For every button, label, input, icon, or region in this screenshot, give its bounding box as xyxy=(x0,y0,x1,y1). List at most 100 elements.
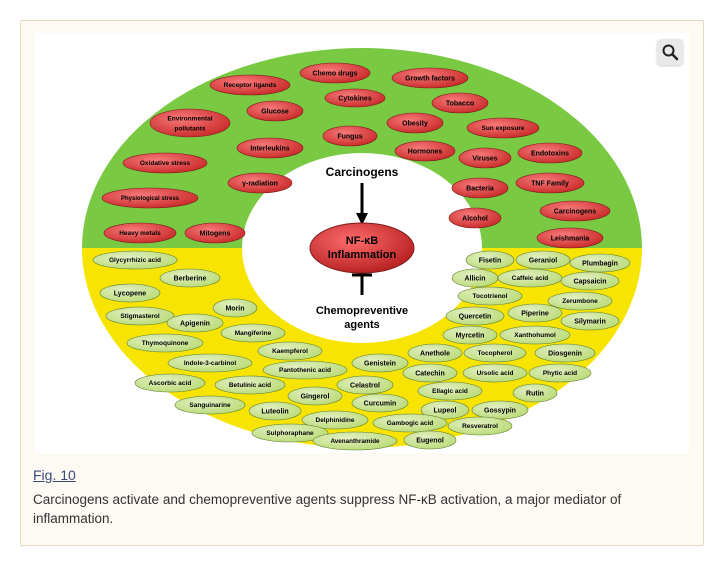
search-icon xyxy=(661,43,679,61)
chemopreventive-eugenol: Eugenol xyxy=(404,431,456,449)
svg-text:Oxidative stress: Oxidative stress xyxy=(140,160,191,167)
chemopreventive-curcumin: Curcumin xyxy=(352,394,408,412)
svg-text:Tocotrienol: Tocotrienol xyxy=(473,293,508,300)
svg-text:Interleukins: Interleukins xyxy=(250,145,289,152)
carcinogen-leishmania: Leishmania xyxy=(537,228,603,248)
svg-text:Ellagic acid: Ellagic acid xyxy=(432,388,468,395)
svg-text:Tobacco: Tobacco xyxy=(446,100,474,107)
carcinogen-heavy-metals: Heavy metals xyxy=(104,223,176,243)
chemopreventive-quercetin: Quercetin xyxy=(446,307,504,325)
chemopreventive-silymarin: Silymarin xyxy=(561,312,619,330)
svg-text:Cytokines: Cytokines xyxy=(338,95,372,102)
svg-text:Fungus: Fungus xyxy=(337,133,362,140)
svg-text:TNF Family: TNF Family xyxy=(531,180,569,187)
figure-link[interactable]: Fig. 10 xyxy=(33,467,76,483)
svg-text:Hormones: Hormones xyxy=(408,148,443,155)
core-line2: Inflammation xyxy=(328,249,397,261)
svg-text:Glucose: Glucose xyxy=(261,108,289,115)
chemopreventive-capsaicin: Capsaicin xyxy=(561,272,619,290)
carcinogens-label: Carcinogens xyxy=(326,165,399,179)
chemopreventive-xanthohumol: Xanthohumol xyxy=(500,326,570,344)
svg-text:Myrcetin: Myrcetin xyxy=(456,332,485,339)
chemopreventive-mangiferine: Mangiferine xyxy=(221,324,285,342)
svg-text:Caffeic acid: Caffeic acid xyxy=(512,275,549,282)
svg-text:Environmental: Environmental xyxy=(167,116,212,123)
chemopreventive-catechin: Catechin xyxy=(403,364,457,382)
carcinogen-viruses: Viruses xyxy=(459,148,511,168)
core-line1: NF-κB xyxy=(346,235,378,247)
svg-text:Carcinogens: Carcinogens xyxy=(554,208,597,215)
chemopreventive-kaempferol: Kaempferol xyxy=(258,342,322,360)
chemopreventive-myrcetin: Myrcetin xyxy=(443,326,497,344)
svg-text:Morin: Morin xyxy=(225,305,244,312)
svg-text:Delphinidine: Delphinidine xyxy=(316,417,355,424)
svg-text:Sulphoraphane: Sulphoraphane xyxy=(266,430,314,437)
carcinogen-tnf-family: TNF Family xyxy=(516,173,584,193)
carcinogen-mitogens: Mitogens xyxy=(185,223,245,243)
chemopreventive-pantothenic-acid: Pantothenic acid xyxy=(263,361,347,379)
figure-container: Chemo drugs Growth factors Receptor ligand… xyxy=(20,20,704,546)
svg-text:Capsaicin: Capsaicin xyxy=(573,278,606,285)
svg-text:Bacteria: Bacteria xyxy=(466,185,494,192)
svg-text:Stigmasterol: Stigmasterol xyxy=(120,313,160,320)
carcinogen-interleukins: Interleukins xyxy=(237,138,303,158)
chemopreventive-fisetin: Fisetin xyxy=(466,251,514,269)
svg-text:Apigenin: Apigenin xyxy=(180,320,210,327)
carcinogen-growth-factors: Growth factors xyxy=(392,68,468,88)
chemopreventive-resveratrol: Resveratrol xyxy=(448,417,512,435)
chemopreventive-geraniol: Geraniol xyxy=(516,251,570,269)
carcinogen-hormones: Hormones xyxy=(395,141,455,161)
chemopreventive-caffeic-acid: Caffeic acid xyxy=(498,269,562,287)
svg-text:Plumbagin: Plumbagin xyxy=(582,260,618,267)
carcinogen-tobacco: Tobacco xyxy=(432,93,488,113)
chemopreventive-apigenin: Apigenin xyxy=(167,314,223,332)
svg-text:Anethole: Anethole xyxy=(420,350,450,357)
svg-text:Piperine: Piperine xyxy=(521,310,549,317)
chemopreventive-thymoquinone: Thymoquinone xyxy=(127,334,203,352)
chemopreventive-ellagic-acid: Ellagic acid xyxy=(418,382,482,400)
svg-text:Physiological stress: Physiological stress xyxy=(121,196,180,202)
svg-text:Chemo drugs: Chemo drugs xyxy=(312,70,357,77)
svg-text:Glycyrrhizic acid: Glycyrrhizic acid xyxy=(109,257,161,264)
chemopreventive-berberine: Berberine xyxy=(160,269,220,287)
svg-text:Xanthohumol: Xanthohumol xyxy=(514,332,556,339)
carcinogen-environmental: Environmental pollutants xyxy=(150,109,230,137)
chemopreventive-avenanthramide: Avenanthramide xyxy=(313,432,397,450)
svg-text:Viruses: Viruses xyxy=(472,155,497,162)
chemopreventive-plumbagin: Plumbagin xyxy=(570,254,630,272)
carcinogen-carcinogens: Carcinogens xyxy=(540,201,610,221)
carcinogen-cytokines: Cytokines xyxy=(325,89,385,107)
carcinogen--radiation: γ-radiation xyxy=(228,173,292,193)
chemopreventive-glycyrrhizic-acid: Glycyrrhizic acid xyxy=(93,251,177,269)
svg-text:Fisetin: Fisetin xyxy=(479,257,502,264)
svg-text:Tocopherol: Tocopherol xyxy=(478,350,513,357)
svg-text:Resveratrol: Resveratrol xyxy=(462,423,498,430)
chemopreventive-label-1: Chemopreventive xyxy=(316,305,408,317)
chemopreventive-gingerol: Gingerol xyxy=(288,387,342,405)
svg-text:Celastrol: Celastrol xyxy=(350,382,380,389)
chemopreventive-ursolic-acid: Ursolic acid xyxy=(463,364,527,382)
svg-text:Heavy metals: Heavy metals xyxy=(119,230,161,237)
svg-text:γ-radiation: γ-radiation xyxy=(242,180,278,187)
svg-text:Pantothenic acid: Pantothenic acid xyxy=(279,367,331,374)
carcinogen-alcohol: Alcohol xyxy=(449,208,501,228)
chemopreventive-betulinic-acid: Betulinic acid xyxy=(215,376,285,394)
svg-text:Phytic acid: Phytic acid xyxy=(543,370,577,377)
carcinogen-receptor-ligands: Receptor ligands xyxy=(210,75,290,95)
svg-text:Betulinic acid: Betulinic acid xyxy=(229,382,271,389)
svg-text:Sun exposure: Sun exposure xyxy=(482,125,525,132)
svg-text:Leishmania: Leishmania xyxy=(551,235,590,242)
carcinogen-endotoxins: Endotoxins xyxy=(518,143,582,163)
chemopreventive-label-2: agents xyxy=(344,319,379,331)
svg-text:Obesity: Obesity xyxy=(402,120,428,127)
svg-text:Alcohol: Alcohol xyxy=(462,215,488,222)
svg-text:Allicin: Allicin xyxy=(464,275,485,282)
chemopreventive-rutin: Rutin xyxy=(513,384,557,402)
svg-text:Sanguinarine: Sanguinarine xyxy=(189,402,231,409)
carcinogen-physiological-stress: Physiological stress xyxy=(102,188,198,208)
svg-text:pollutants: pollutants xyxy=(174,126,205,133)
svg-text:Geraniol: Geraniol xyxy=(529,257,557,264)
chemopreventive-ascorbic-acid: Ascorbic acid xyxy=(135,374,205,392)
chemopreventive-diosgenin: Diosgenin xyxy=(535,344,595,362)
magnify-button[interactable] xyxy=(657,39,683,65)
